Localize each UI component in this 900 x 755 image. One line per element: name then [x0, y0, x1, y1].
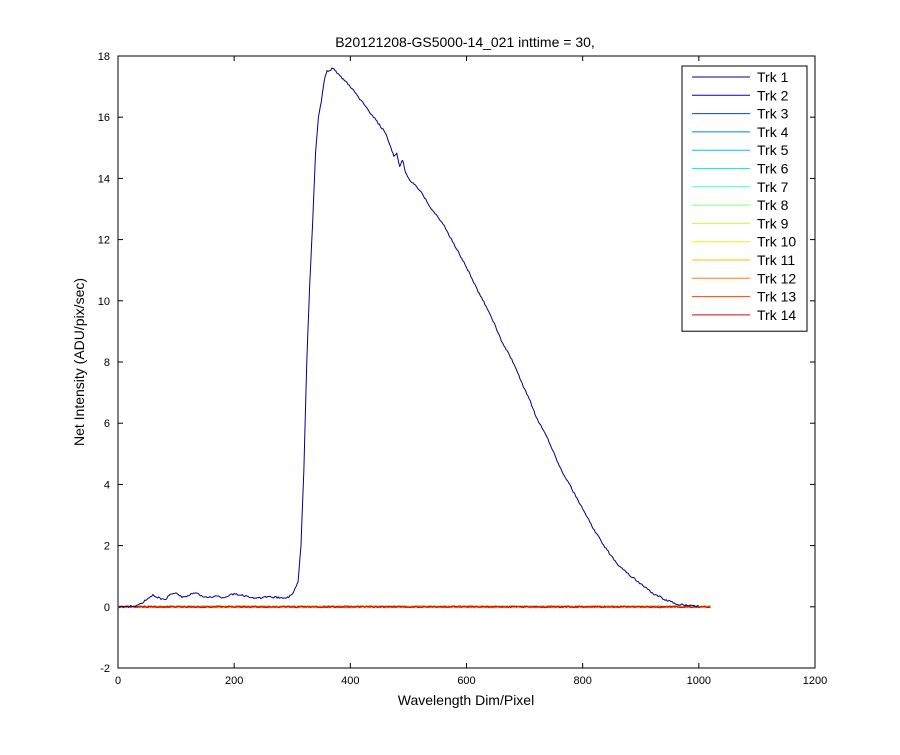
- y-tick-label: 0: [104, 602, 110, 614]
- y-tick-label: 16: [98, 112, 110, 124]
- series-line-trk-14: [117, 605, 711, 609]
- legend-label: Trk 10: [757, 234, 796, 250]
- y-tick-label: 18: [98, 51, 110, 63]
- legend-label: Trk 5: [757, 142, 789, 158]
- legend-label: Trk 1: [757, 69, 789, 85]
- x-tick-label: 0: [115, 675, 121, 687]
- legend-label: Trk 7: [757, 179, 789, 195]
- x-tick-label: 400: [341, 675, 359, 687]
- legend-box: [681, 65, 808, 332]
- legend-label: Trk 6: [757, 161, 789, 177]
- y-tick-label: 8: [104, 357, 110, 369]
- x-tick-label: 200: [225, 675, 243, 687]
- x-axis-label: Wavelength Dim/Pixel: [398, 692, 534, 708]
- y-tick-label: 2: [104, 541, 110, 553]
- series-line-trk-12: [117, 605, 711, 609]
- y-axis-label: Net Intensity (ADU/pix/sec): [71, 278, 87, 446]
- legend-label: Trk 4: [757, 124, 789, 140]
- x-tick-label: 600: [457, 675, 475, 687]
- legend-label: Trk 8: [757, 197, 789, 213]
- chart-title: B20121208-GS5000-14_021 inttime = 30,: [335, 34, 595, 50]
- x-tick-label: 800: [573, 675, 591, 687]
- y-tick-label: 12: [98, 235, 110, 247]
- legend-label: Trk 3: [757, 106, 789, 122]
- legend-label: Trk 11: [757, 252, 795, 268]
- legend: Trk 1 Trk 2 Trk 3 Trk 4 Trk 5 Trk 6 Trk 7 Trk 8…: [681, 65, 808, 332]
- y-tick-label: 10: [98, 296, 110, 308]
- x-tick-label: 1000: [687, 675, 711, 687]
- legend-label: Trk 2: [757, 87, 789, 103]
- y-tick-label: 6: [104, 418, 110, 430]
- y-tick-label: -2: [100, 663, 110, 675]
- legend-label: Trk 12: [757, 270, 796, 286]
- y-tick-label: 4: [104, 479, 110, 491]
- legend-label: Trk 14: [757, 307, 796, 323]
- legend-label: Trk 13: [757, 289, 796, 305]
- series-line-trk-1: [117, 67, 700, 608]
- x-tick-label: 1200: [803, 675, 827, 687]
- y-tick-label: 14: [98, 173, 110, 185]
- legend-label: Trk 9: [757, 215, 789, 231]
